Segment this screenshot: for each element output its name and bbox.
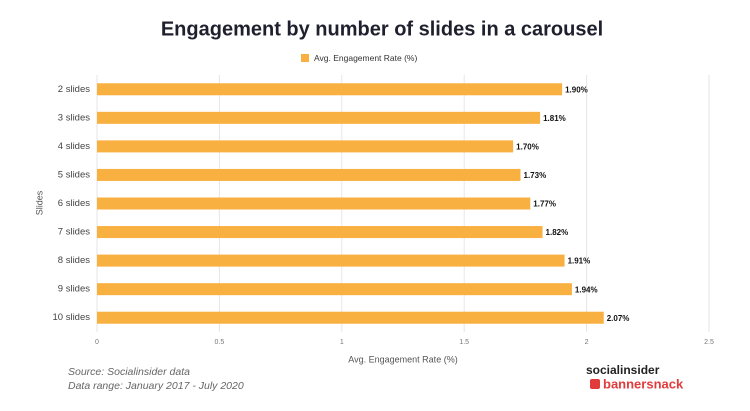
- y-tick-label: 2 slides: [58, 84, 90, 95]
- footer-source: Source: Socialinsider data: [68, 366, 190, 378]
- bar: [97, 226, 543, 239]
- x-tick-label: 0.5: [215, 339, 225, 346]
- x-tick-label: 0: [95, 339, 99, 346]
- x-tick-label: 2.5: [704, 339, 714, 346]
- y-tick-label: 5 slides: [58, 169, 90, 180]
- bar: [97, 311, 604, 324]
- x-axis-label: Avg. Engagement Rate (%): [348, 354, 457, 364]
- bar: [97, 197, 531, 210]
- bar: [97, 111, 541, 124]
- value-label: 1.81%: [543, 114, 566, 123]
- y-tick-label: 7 slides: [58, 227, 90, 238]
- legend-label: Avg. Engagement Rate (%): [314, 53, 417, 63]
- bar: [97, 254, 565, 267]
- logo-icon: [590, 379, 600, 389]
- value-label: 1.90%: [565, 85, 588, 94]
- bar: [97, 168, 521, 181]
- footer-date-range: Data range: January 2017 - July 2020: [68, 380, 244, 392]
- bar: [97, 283, 572, 296]
- x-tick-label: 1: [340, 339, 344, 346]
- value-label: 1.70%: [516, 142, 539, 151]
- plot-area: 0 0.5 1 1.5 2 2.5 2 slides 1.90% 3 slides 1.81% 4 …: [53, 75, 714, 346]
- bar: [97, 83, 563, 96]
- y-tick-label: 8 slides: [58, 255, 90, 266]
- y-tick-label: 10 slides: [53, 312, 91, 323]
- logo-socialinsider: socialinsider: [586, 363, 660, 377]
- bar: [97, 140, 514, 153]
- y-axis-label: Slides: [34, 190, 44, 215]
- legend-swatch: [301, 54, 309, 62]
- y-tick-label: 3 slides: [58, 112, 90, 123]
- value-label: 1.73%: [524, 171, 547, 180]
- value-label: 2.07%: [607, 314, 630, 323]
- logo-bannersnack: bannersnack: [603, 376, 684, 391]
- y-tick-label: 6 slides: [58, 198, 90, 209]
- y-tick-label: 9 slides: [58, 284, 90, 295]
- value-label: 1.91%: [568, 257, 591, 266]
- x-tick-label: 1.5: [459, 339, 469, 346]
- value-label: 1.94%: [575, 285, 598, 294]
- chart-title: Engagement by number of slides in a caro…: [161, 18, 603, 40]
- x-tick-label: 2: [585, 339, 589, 346]
- value-label: 1.82%: [546, 228, 569, 237]
- y-tick-label: 4 slides: [58, 141, 90, 152]
- value-label: 1.77%: [533, 200, 556, 209]
